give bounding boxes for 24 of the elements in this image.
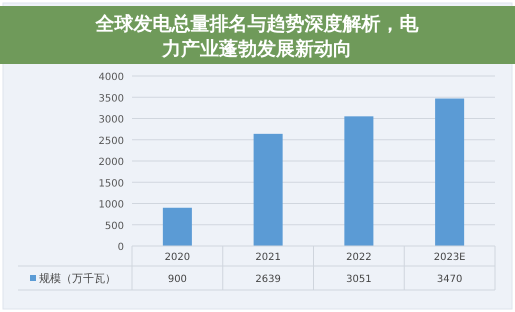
y-tick-label: 4000 [98,72,124,83]
bar [254,134,283,246]
chart-title: 全球发电总量排名与趋势深度解析，电力产业蓬勃发展新动向 [94,13,420,60]
y-tick-label: 2000 [98,157,124,168]
x-tick-label: 2023E [434,252,466,263]
y-tick-label: 3000 [98,114,124,126]
y-tick-label: 0 [118,242,124,253]
bar [162,208,192,246]
data-label: 2639 [255,274,281,285]
x-tick-label: 2021 [255,252,281,263]
data-label: 900 [168,274,187,285]
title: 全球发电总量排名与趋势深度解析，电力产业蓬勃发展新动向 [0,6,515,64]
legend-label: 规模（万千瓦） [39,272,116,285]
y-tick-label: 3500 [98,93,124,104]
x-tick-label: 2022 [346,252,372,263]
y-tick-label: 1000 [98,200,124,210]
x-tick-label: 2020 [164,252,190,263]
data-label: 3470 [436,274,462,285]
bar [344,116,374,246]
y-tick-label: 500 [104,220,124,232]
data-label: 3051 [346,274,372,285]
bar [435,98,464,246]
y-tick-label: 1500 [98,178,124,190]
y-tick-label: 2500 [98,136,124,147]
